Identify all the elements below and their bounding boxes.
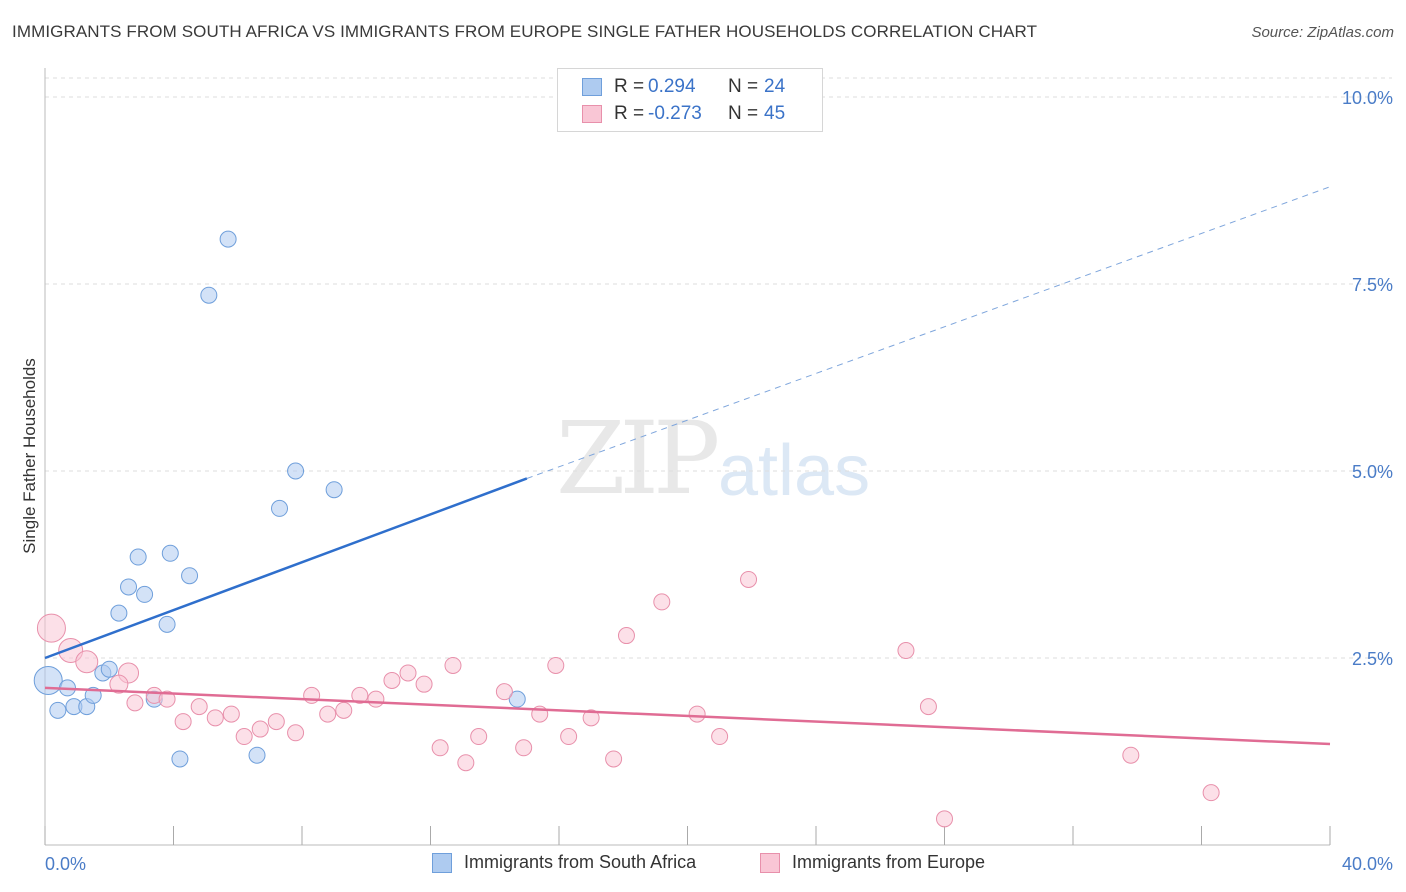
- south-africa-point: [287, 462, 305, 480]
- south-africa-point: [110, 604, 128, 622]
- europe-point: [36, 613, 66, 643]
- europe-point: [688, 705, 706, 723]
- europe-point: [222, 705, 240, 723]
- europe-point: [457, 754, 475, 772]
- europe-point: [267, 713, 285, 731]
- europe-trendline: [44, 686, 1331, 746]
- south-africa-trendline: [44, 477, 528, 660]
- source-label: Source: ZipAtlas.com: [1251, 24, 1394, 41]
- legend-n-label: N =: [728, 76, 759, 97]
- legend-r-label: R =: [614, 103, 645, 124]
- y-tick-label: 7.5%: [1352, 275, 1393, 295]
- series-legend-europe: Immigrants from Europe: [760, 852, 985, 873]
- europe-point: [919, 698, 937, 716]
- correlation-legend: R = 0.294 N = 24 R = -0.273 N = 45: [557, 68, 823, 132]
- europe-point: [1122, 746, 1140, 764]
- series-swatch-south-africa: [432, 852, 452, 873]
- south-africa-point: [158, 615, 176, 633]
- legend-n-label: N =: [728, 103, 759, 124]
- europe-point: [605, 750, 623, 768]
- y-tick-label: 10.0%: [1342, 88, 1393, 108]
- series-legend: Immigrants from South Africa Immigrants …: [0, 852, 1406, 876]
- series-label-europe: Immigrants from Europe: [792, 852, 986, 872]
- europe-point: [415, 675, 433, 693]
- europe-point: [547, 656, 565, 674]
- europe-point: [399, 664, 417, 682]
- europe-point: [653, 593, 671, 611]
- legend-n-value: 24: [764, 76, 786, 97]
- south-africa-point: [248, 746, 266, 764]
- europe-point: [190, 698, 208, 716]
- europe-point: [251, 720, 269, 738]
- series-label-south-africa: Immigrants from South Africa: [464, 852, 697, 872]
- south-africa-point: [508, 690, 526, 708]
- south-africa-point: [100, 660, 118, 678]
- south-africa-trendline-extension: [526, 186, 1331, 479]
- europe-point: [206, 709, 224, 727]
- europe-point: [431, 739, 449, 757]
- europe-point: [936, 810, 953, 828]
- europe-point: [470, 728, 488, 746]
- europe-point: [109, 674, 129, 694]
- europe-point: [897, 642, 915, 660]
- legend-row-south-africa: R = 0.294 N = 24: [582, 74, 785, 100]
- south-africa-point: [325, 481, 343, 499]
- chart-title: IMMIGRANTS FROM SOUTH AFRICA VS IMMIGRAN…: [12, 22, 1038, 41]
- europe-point: [367, 690, 385, 708]
- europe-point: [319, 705, 337, 723]
- south-africa-point: [33, 665, 63, 695]
- europe-point: [335, 701, 353, 719]
- south-africa-point: [271, 499, 289, 517]
- europe-point: [158, 690, 176, 708]
- europe-point: [126, 694, 144, 712]
- legend-swatch-europe: [582, 105, 602, 123]
- legend-r-value: 0.294: [648, 76, 696, 97]
- watermark-zip: ZIP: [556, 400, 720, 517]
- south-africa-point: [161, 544, 179, 562]
- south-africa-point: [49, 701, 67, 719]
- legend-r-value: -0.273: [648, 103, 702, 124]
- y-tick-label: 5.0%: [1352, 462, 1393, 482]
- series-legend-south-africa: Immigrants from South Africa: [432, 852, 696, 873]
- europe-point: [235, 728, 253, 746]
- europe-point: [75, 650, 99, 674]
- south-africa-point: [129, 548, 147, 566]
- y-tick-label: 2.5%: [1352, 649, 1393, 669]
- legend-r-label: R =: [614, 76, 645, 97]
- europe-point: [740, 570, 758, 588]
- legend-n-value: 45: [764, 103, 786, 124]
- europe-point: [495, 683, 513, 701]
- europe-point: [617, 627, 635, 645]
- europe-point: [1202, 784, 1220, 802]
- europe-point: [515, 739, 533, 757]
- legend-swatch-south-africa: [582, 78, 602, 96]
- europe-point: [351, 686, 369, 704]
- south-africa-point: [200, 286, 218, 304]
- europe-point: [174, 713, 192, 731]
- europe-point: [560, 728, 578, 746]
- europe-point: [711, 728, 729, 746]
- europe-point: [287, 724, 305, 742]
- europe-point: [444, 656, 462, 674]
- south-africa-point: [136, 585, 154, 603]
- series-swatch-europe: [760, 852, 780, 873]
- south-africa-point: [219, 230, 237, 248]
- europe-point: [582, 709, 600, 727]
- south-africa-point: [171, 750, 189, 768]
- legend-row-europe: R = -0.273 N = 45: [582, 101, 785, 127]
- south-africa-point: [181, 567, 199, 585]
- south-africa-point: [120, 578, 138, 596]
- x-tick-label: 40.0%: [1342, 854, 1393, 874]
- europe-point: [383, 671, 401, 689]
- x-tick-label: 0.0%: [45, 854, 86, 874]
